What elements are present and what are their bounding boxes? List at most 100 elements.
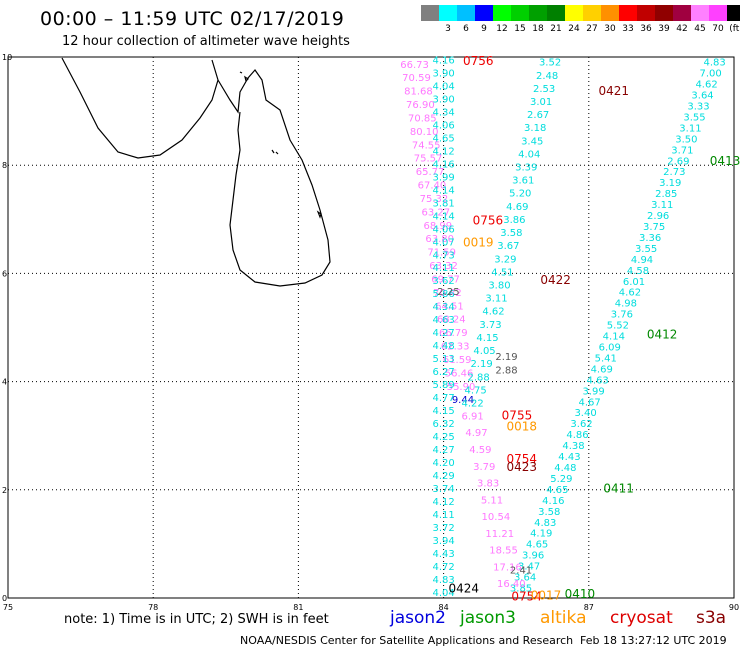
satellite-legend-item: jason3 (460, 608, 516, 628)
wave-height-value: 6.91 (462, 411, 484, 422)
wave-height-value: 4.27 (432, 445, 454, 456)
wave-height-value: 4.15 (476, 333, 498, 344)
wave-height-value: 4.06 (432, 224, 454, 235)
wave-height-value: 3.58 (538, 507, 560, 518)
satellite-legend-item: jason2 (390, 608, 446, 628)
map-title: 00:00 – 11:59 UTC 02/17/2019 (40, 8, 345, 30)
pass-time-label: 0756 (463, 54, 494, 68)
wave-height-value: 3.76 (611, 310, 633, 321)
wave-height-value: 64.51 (435, 301, 464, 312)
wave-height-value: 3.83 (477, 479, 499, 490)
wave-height-value: 3.33 (687, 101, 709, 112)
wave-height-value: 67.40 (418, 181, 447, 192)
wave-height-value: 2.96 (647, 211, 669, 222)
scale-label: 3 (445, 24, 451, 34)
wave-height-value: 3.99 (432, 172, 454, 183)
scale-swatch (709, 5, 727, 21)
pass-time-label: 0756 (473, 214, 504, 228)
wave-height-value: 81.68 (404, 87, 433, 98)
scale-swatch (457, 5, 475, 21)
wave-height-value: 70.59 (402, 73, 431, 84)
wave-height-value: 4.83 (534, 518, 556, 529)
wave-height-value: 55.90 (447, 382, 476, 393)
plot-frame (7, 56, 735, 599)
wave-height-value: 18.55 (489, 546, 518, 557)
wave-height-value: 3.73 (479, 320, 501, 331)
wave-height-value: 76.90 (406, 100, 435, 111)
wave-height-value: 3.52 (539, 58, 561, 69)
wave-height-value: 2.25 (437, 287, 459, 298)
wave-height-value: 70.42 (433, 288, 462, 299)
scale-swatch (439, 5, 457, 21)
wave-height-value: 3.39 (515, 163, 537, 174)
wave-height-value: 3.81 (432, 198, 454, 209)
wave-height-value: 4.11 (432, 263, 454, 274)
pass-time-label: 0422 (540, 273, 571, 287)
y-tick-label: 0 (2, 594, 7, 603)
scale-swatch (565, 5, 583, 21)
scale-swatch (547, 5, 565, 21)
wave-height-value: 3.64 (514, 573, 536, 584)
wave-height-value: 4.72 (432, 562, 454, 573)
scale-swatch (475, 5, 493, 21)
scale-swatch (619, 5, 637, 21)
wave-height-value: 4.07 (432, 237, 454, 248)
wave-height-value: 3.62 (570, 419, 592, 430)
wave-height-value: 63.27 (422, 207, 451, 218)
wave-height-map: 75 78 81 84 87 90 0 2 4 6 8 10 66.73 70.59 81.68 76.90… (2, 53, 740, 610)
scale-label: 70 (712, 24, 724, 34)
wave-height-value: 2.85 (655, 189, 677, 200)
wave-height-value: 3.58 (500, 228, 522, 239)
wave-height-value: 2.88 (495, 365, 517, 376)
wave-height-value: 5.20 (509, 189, 531, 200)
wave-height-value: 2.69 (667, 156, 689, 167)
wave-height-value: 4.20 (432, 458, 454, 469)
wave-height-value: 6.09 (599, 342, 621, 353)
scale-label: 27 (586, 24, 598, 34)
wave-height-value: 2.41 (510, 566, 532, 577)
wave-height-value: 4.14 (432, 211, 454, 222)
pass-time-label: 0424 (448, 582, 479, 596)
wave-height-value: 4.12 (432, 497, 454, 508)
x-tick-label: 84 (439, 603, 449, 610)
wave-height-value: 4.48 (432, 341, 454, 352)
wave-height-value: 56.46 (445, 368, 474, 379)
map-subtitle: 12 hour collection of altimeter wave hei… (62, 34, 350, 49)
wave-height-value: 6.27 (432, 367, 454, 378)
wave-height-value: 4.06 (432, 120, 454, 131)
wave-height-value: 3.40 (574, 408, 596, 419)
wave-height-value: 4.16 (432, 55, 454, 66)
wave-height-value: 6.01 (623, 277, 645, 288)
x-tick-label: 75 (3, 603, 13, 610)
wave-height-value: 4.16 (432, 159, 454, 170)
wave-height-value: 4.15 (432, 406, 454, 417)
wave-height-value: 2.53 (533, 84, 555, 95)
wave-height-value: 4.65 (546, 485, 568, 496)
wave-height-value: 62.33 (441, 342, 470, 353)
pass-time-label: 0755 (502, 408, 533, 422)
satellite-legend-item: altika (540, 608, 587, 628)
wave-height-value: 3.71 (671, 145, 693, 156)
scale-swatch (583, 5, 601, 21)
gray-values: 2.25 2.19 2.88 2.41 (437, 287, 532, 577)
pass-time-label: 0754 (511, 590, 542, 604)
wave-height-value: 4.94 (631, 255, 653, 266)
wave-height-value: 3.64 (691, 91, 713, 102)
wave-height-value: 4.22 (462, 398, 484, 409)
wave-height-value: 3.55 (635, 244, 657, 255)
wave-height-value: 3.90 (432, 94, 454, 105)
wave-height-value: 4.05 (473, 346, 495, 357)
lat-lon-grid (8, 57, 734, 598)
wave-height-value: 4.38 (562, 441, 584, 452)
wave-height-value: 4.83 (432, 575, 454, 586)
pass-time-label: 0754 (507, 452, 538, 466)
scale-swatch (691, 5, 709, 21)
wave-height-value: 4.69 (506, 202, 528, 213)
wave-height-value: 4.58 (627, 266, 649, 277)
wave-height-value: 2.48 (536, 71, 558, 82)
wave-height-value: 5.86 (432, 289, 454, 300)
x-tick-label: 87 (584, 603, 594, 610)
wave-height-value: 4.16 (542, 496, 564, 507)
wave-height-value: 2.19 (495, 352, 517, 363)
